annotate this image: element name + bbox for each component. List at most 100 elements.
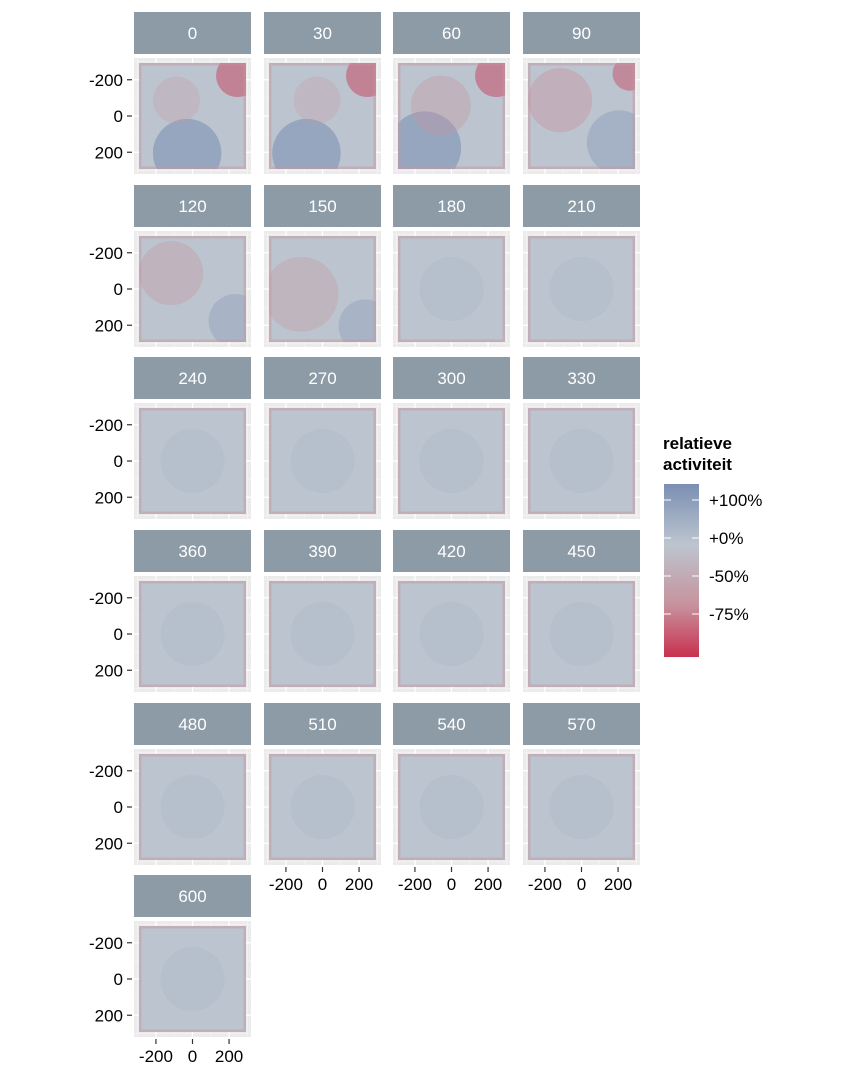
heatmap-edge bbox=[269, 236, 376, 342]
x-tick-label: 200 bbox=[215, 1047, 243, 1066]
heatmap-raster bbox=[269, 63, 376, 169]
x-tick-label: -200 bbox=[528, 875, 562, 894]
heatmap-region bbox=[586, 110, 635, 169]
heatmap-region bbox=[216, 63, 246, 98]
facet-strip bbox=[264, 530, 381, 572]
heatmap-raster bbox=[398, 236, 505, 342]
facet-panel: 270 bbox=[264, 357, 381, 519]
heatmap-raster bbox=[398, 581, 505, 687]
facet-panel: 0 200 0 -200 bbox=[89, 12, 251, 174]
facet-panel: 450 bbox=[523, 530, 640, 692]
heatmap-cells bbox=[139, 63, 246, 169]
x-tick-label: 200 bbox=[345, 875, 373, 894]
facet-strip-label: 150 bbox=[308, 197, 336, 216]
heatmap-edge bbox=[528, 581, 635, 687]
facet-panels: 0 200 0 -200 30 60 90 120 200 0 -200 150 180 210 240 20… bbox=[89, 12, 640, 1066]
facet-strip bbox=[134, 530, 251, 572]
heatmap-region bbox=[152, 76, 200, 124]
heatmap-region bbox=[293, 76, 341, 124]
facet-panel: 150 bbox=[264, 185, 381, 347]
heatmap-region bbox=[549, 601, 614, 667]
heatmap-region bbox=[549, 256, 614, 322]
heatmap-cells bbox=[528, 408, 635, 514]
facet-panel: 390 bbox=[264, 530, 381, 692]
y-tick-label: 200 bbox=[95, 834, 123, 853]
facet-strip-label: 210 bbox=[567, 197, 595, 216]
heatmap-edge bbox=[269, 581, 376, 687]
heatmap-region bbox=[160, 428, 225, 494]
facet-panel: 540 -200 0 200 bbox=[393, 703, 510, 894]
heatmap-raster bbox=[139, 63, 246, 169]
facet-strip-label: 600 bbox=[178, 887, 206, 906]
heatmap-edge bbox=[269, 408, 376, 514]
facet-panel: 120 200 0 -200 bbox=[89, 185, 251, 347]
facet-strip-label: 540 bbox=[437, 715, 465, 734]
x-tick-label: -200 bbox=[398, 875, 432, 894]
facet-panel: 180 bbox=[393, 185, 510, 347]
x-tick-label: 200 bbox=[604, 875, 632, 894]
heatmap-edge bbox=[139, 236, 246, 342]
y-tick-label: -200 bbox=[89, 244, 123, 263]
heatmap-region bbox=[290, 774, 355, 840]
heatmap-cells bbox=[528, 754, 635, 860]
heatmap-edge bbox=[398, 63, 505, 169]
heatmap-raster bbox=[139, 926, 246, 1032]
legend-label: -50% bbox=[709, 567, 749, 586]
facet-strip-label: 0 bbox=[188, 24, 197, 43]
facet-strip bbox=[523, 530, 640, 572]
facet-strip-label: 120 bbox=[178, 197, 206, 216]
facet-panel: 360 200 0 -200 bbox=[89, 530, 251, 692]
heatmap-cells bbox=[139, 926, 246, 1032]
y-tick-label: 0 bbox=[114, 625, 123, 644]
heatmap-edge bbox=[139, 408, 246, 514]
facet-strip bbox=[393, 12, 510, 54]
heatmap-region bbox=[612, 63, 635, 91]
y-tick-label: -200 bbox=[89, 589, 123, 608]
facet-strip bbox=[523, 703, 640, 745]
y-tick-label: -200 bbox=[89, 934, 123, 953]
heatmap-cells bbox=[139, 754, 246, 860]
facet-strip bbox=[393, 357, 510, 399]
facet-strip bbox=[393, 530, 510, 572]
heatmap-cells bbox=[398, 754, 505, 860]
facet-panel: 570 -200 0 200 bbox=[523, 703, 640, 894]
heatmap-region bbox=[410, 75, 471, 136]
facet-panel: 210 bbox=[523, 185, 640, 347]
y-tick-label: -200 bbox=[89, 416, 123, 435]
heatmap-region bbox=[419, 428, 484, 494]
heatmap-region bbox=[346, 63, 376, 98]
heatmap-raster bbox=[269, 408, 376, 514]
heatmap-region bbox=[160, 601, 225, 667]
facet-strip-label: 510 bbox=[308, 715, 336, 734]
facet-panel: 600 200 0 -200 -200 0 200 bbox=[89, 875, 251, 1066]
facet-strip bbox=[264, 703, 381, 745]
heatmap-region bbox=[549, 428, 614, 494]
facet-strip bbox=[264, 12, 381, 54]
heatmap-region bbox=[549, 774, 614, 840]
heatmap-edge bbox=[528, 236, 635, 342]
facet-panel: 330 bbox=[523, 357, 640, 519]
x-tick-label: 0 bbox=[447, 875, 456, 894]
heatmap-raster bbox=[528, 408, 635, 514]
facet-panel: 300 bbox=[393, 357, 510, 519]
heatmap-cells bbox=[528, 581, 635, 687]
facet-strip-label: 270 bbox=[308, 369, 336, 388]
heatmap-edge bbox=[269, 63, 376, 169]
heatmap-raster bbox=[139, 581, 246, 687]
facet-strip bbox=[264, 357, 381, 399]
legend: relatieve activiteit +100% +0% -50% -75% bbox=[663, 434, 762, 657]
facet-strip-label: 60 bbox=[442, 24, 461, 43]
heatmap-cells bbox=[398, 63, 505, 169]
heatmap-raster bbox=[139, 236, 246, 342]
heatmap-region bbox=[269, 256, 339, 332]
heatmap-edge bbox=[398, 236, 505, 342]
facet-strip bbox=[134, 875, 251, 917]
heatmap-cells bbox=[139, 408, 246, 514]
facet-strip bbox=[393, 185, 510, 227]
x-tick-label: -200 bbox=[269, 875, 303, 894]
heatmap-region bbox=[152, 118, 222, 169]
heatmap-edge bbox=[528, 408, 635, 514]
facet-strip-label: 360 bbox=[178, 542, 206, 561]
heatmap-raster bbox=[398, 754, 505, 860]
